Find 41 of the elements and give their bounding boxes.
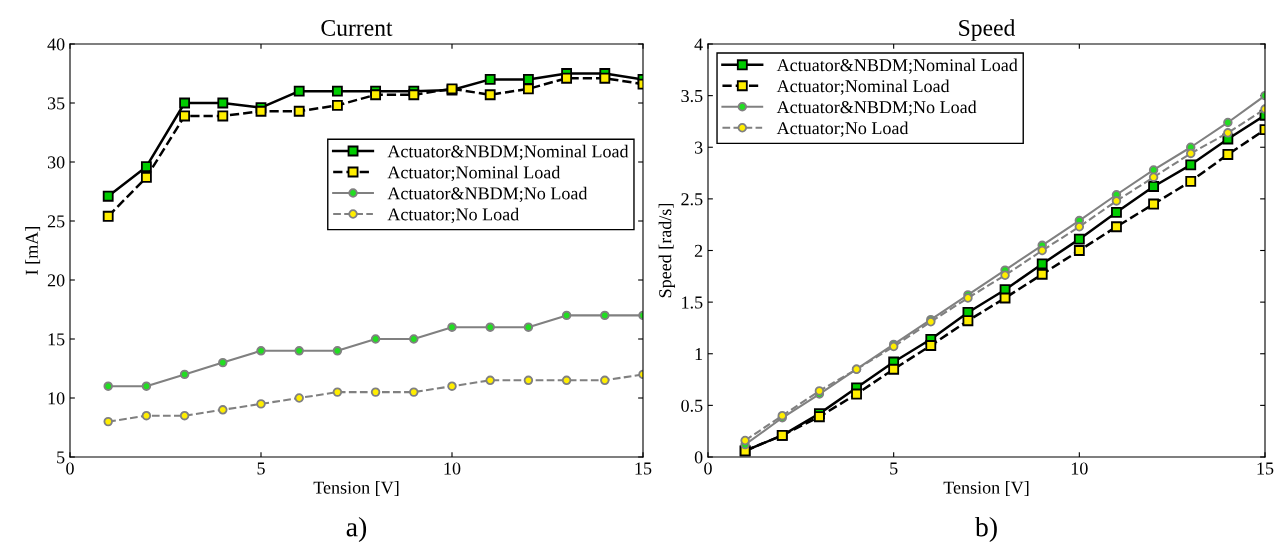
x-tick-label: 5 — [890, 462, 898, 475]
x-axis-title: Tension [V] — [943, 481, 1029, 496]
x-tick-label: 15 — [1257, 462, 1274, 475]
chart-title: Speed — [959, 19, 1016, 41]
x-tick-label: 5 — [257, 462, 265, 475]
x-axis-title: Tension [V] — [313, 481, 399, 496]
text: a) — [346, 516, 367, 543]
legend-label: Actuator;No Load — [387, 207, 519, 224]
y-tick-label: 25 — [47, 215, 65, 228]
y-tick-label: 35 — [47, 97, 65, 110]
x-tick-label: 0 — [704, 462, 712, 475]
y-axis-title: Speed [rad/s] — [658, 203, 676, 298]
y-tick-label: 4 — [694, 38, 703, 51]
legend-label: Actuator&NBDM;No Load — [776, 100, 977, 116]
y-tick-label: 30 — [47, 156, 65, 169]
x-tick-label: 10 — [444, 462, 461, 475]
x-tick-label: 10 — [1071, 462, 1088, 475]
y-tick-label: 3 — [694, 141, 703, 154]
text: b) — [974, 516, 997, 543]
legend-label: Actuator;Nominal Load — [776, 79, 950, 95]
y-tick-label: 10 — [48, 392, 65, 405]
y-axis-title: I [mA] — [25, 227, 41, 275]
y-tick-label: 3.5 — [681, 89, 703, 103]
x-tick-label: 15 — [635, 462, 652, 475]
y-tick-label: 2.5 — [681, 193, 703, 206]
legend-label: Actuator&NBDM;Nominal Load — [387, 144, 629, 161]
y-tick-label: 5 — [57, 451, 65, 464]
chart-title: Current — [321, 20, 393, 36]
legend-label: Actuator;No Load — [776, 121, 909, 137]
x-tick-label: 0 — [66, 462, 74, 475]
y-tick-label: 15 — [48, 333, 65, 346]
legend-label: Actuator&NBDM;Nominal Load — [776, 58, 1018, 74]
y-tick-label: 2 — [694, 244, 703, 257]
y-tick-label: 20 — [47, 274, 65, 287]
y-tick-label: 1.5 — [682, 296, 703, 309]
legend-label: Actuator;Nominal Load — [387, 165, 561, 182]
y-tick-label: 1 — [695, 348, 703, 361]
legend-label: Actuator&NBDM;No Load — [387, 186, 588, 203]
y-tick-label: 0 — [694, 451, 703, 464]
y-tick-label: 40 — [47, 38, 65, 51]
y-tick-label: 0.5 — [681, 399, 703, 412]
